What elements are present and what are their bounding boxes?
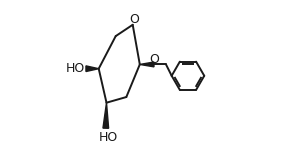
- Text: HO: HO: [98, 131, 117, 144]
- Text: O: O: [129, 13, 139, 26]
- Polygon shape: [140, 62, 154, 67]
- Polygon shape: [86, 66, 99, 72]
- Polygon shape: [103, 103, 109, 128]
- Text: O: O: [150, 53, 160, 66]
- Text: HO: HO: [66, 62, 85, 75]
